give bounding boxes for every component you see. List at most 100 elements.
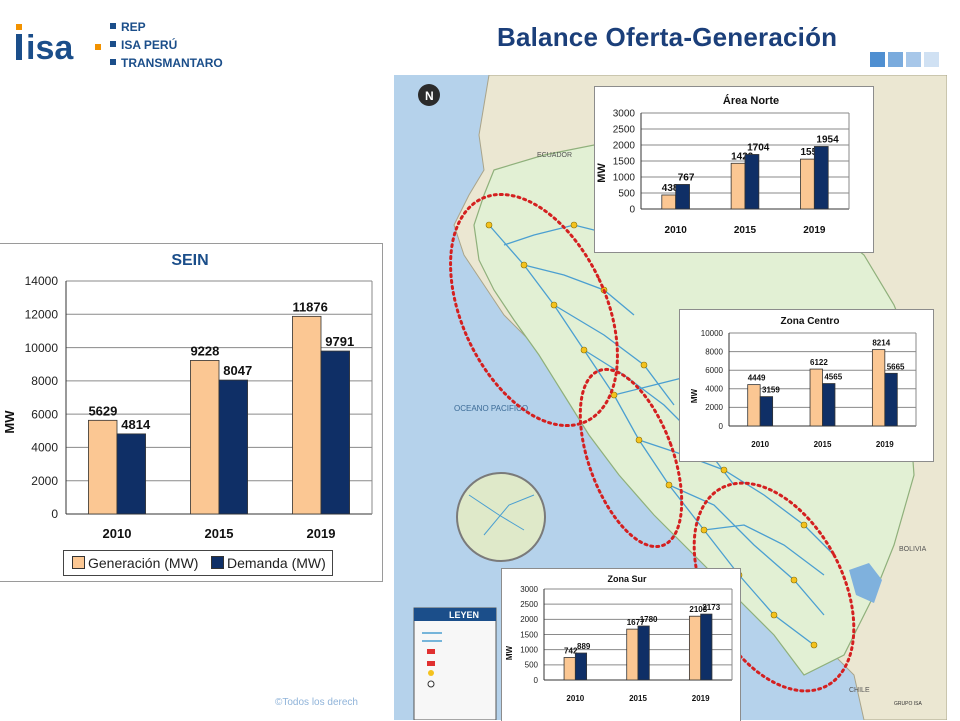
highlight-ellipses [449,192,856,693]
x-tick-label: 2010 [103,526,132,541]
y-tick-label: 10000 [701,329,724,338]
x-tick-label: 2015 [629,694,647,703]
y-tick-label: 2500 [613,125,636,136]
data-label: 767 [678,172,695,183]
data-label: 1780 [640,615,658,624]
data-label: 6122 [810,358,828,367]
y-tick-label: 4000 [31,441,58,455]
x-tick-label: 2015 [814,440,832,449]
square-decoration [906,52,921,67]
data-label: 4814 [121,417,151,432]
bar-sein-2015-s1 [218,379,248,515]
y-tick-label: 0 [51,507,58,521]
chart-area-norte: Área Norte 0 500 1000 1500 2000 2500 3000 MW 438 7… [594,86,874,253]
x-tick-label: 2010 [566,694,584,703]
square-decoration [888,52,903,67]
y-tick-label: 3000 [613,109,636,120]
map-legend-title: LEYEN [449,610,479,620]
x-tick-label: 2015 [734,225,757,236]
y-tick-label: 1000 [613,173,636,184]
bullet-square-icon [110,59,116,65]
bar-sein-2010-s0 [88,419,118,515]
data-label: 4565 [824,373,842,382]
bar-sein-2019-s0 [292,315,322,515]
y-tick-label: 2000 [520,615,538,624]
bar-sein-2015-s0 [190,360,220,515]
label-bolivia: BOLIVIA [899,546,927,553]
y-tick-label: 6000 [705,366,723,375]
y-tick-label: 2000 [31,474,58,488]
bar-zona-centro-2015-s0 [809,368,823,427]
x-tick-label: 2019 [803,225,826,236]
bar-zona-centro-2015-s1 [822,383,836,427]
lake-titicaca [849,563,882,603]
x-tick-label: 2019 [307,526,336,541]
chart-title: Área Norte [723,94,779,107]
chart-title: SEIN [171,252,208,269]
data-label: 3159 [762,386,780,395]
chart-sein-legend: Generación (MW) Demanda (MW) [63,550,333,576]
square-decoration [870,52,885,67]
data-label: 1677 [627,618,645,627]
brand-item-transmantaro: TRANSMANTARO [110,54,223,72]
isa-logo: isa [16,24,101,64]
x-tick-label: 2010 [665,225,688,236]
chart-zona-centro: Zona Centro 0 2000 4000 6000 8000 10000 MW 4449 3… [679,309,934,462]
data-label: 5629 [88,403,117,418]
lima-inset [456,472,546,562]
chart-zona-sur: Zona Sur 0 500 1000 1500 2000 2500 3000 MW 742 889… [501,568,741,721]
y-tick-label: 10000 [25,341,59,355]
y-axis-label: MW [690,388,699,403]
data-label: 8047 [223,363,252,378]
north-arrow-icon [418,84,440,106]
bullet-square-icon [110,23,116,29]
y-tick-label: 4000 [705,385,723,394]
y-tick-label: 1500 [613,157,636,168]
bar-zona-centro-2019-s1 [884,372,898,427]
y-tick-label: 8000 [705,347,723,356]
legend-swatch-demanda [211,556,224,569]
copyright-footer: ©Todos los derech [275,697,358,708]
y-tick-label: 1500 [520,630,538,639]
bar-area-norte-2019-s0 [800,158,815,210]
brand-list: REP ISA PERÚ TRANSMANTARO [110,18,223,72]
data-label: 1704 [747,142,770,153]
y-axis-label: MW [505,645,514,660]
legend-swatch-generacion [72,556,85,569]
label-chile: CHILE [849,687,870,694]
data-label: 889 [577,642,591,651]
y-tick-label: 0 [534,676,539,685]
bar-zona-sur-2015-s1 [637,625,650,681]
data-label: 8214 [872,339,890,348]
bar-zona-sur-2010-s0 [563,657,576,681]
data-label: 11876 [292,299,327,314]
bar-area-norte-2010-s1 [675,184,690,210]
chart-zona-sur-svg: Zona Sur 0 500 1000 1500 2000 2500 3000 MW 742 889… [505,574,733,703]
decorative-squares [870,52,942,72]
bar-zona-sur-2019-s1 [700,613,713,681]
y-tick-label: 3000 [520,585,538,594]
map-legend [413,607,497,720]
y-tick-label: 500 [525,661,539,670]
data-label: 9791 [325,334,354,349]
data-label: 4449 [748,374,766,383]
data-label: 1954 [816,134,839,145]
bar-zona-sur-2019-s0 [688,615,702,681]
bar-sein-2019-s1 [320,350,350,515]
svg-text:N: N [425,89,434,103]
y-tick-label: 2000 [613,141,636,152]
data-label: 2103 [689,605,707,614]
chart-sein: SEIN 0 2000 4000 6000 8000 10000 12000 14000 MW 56… [0,243,383,582]
brand-item-isa-peru: ISA PERÚ [110,36,223,54]
legend-item-demanda: Demanda (MW) [211,555,326,571]
y-axis-label: MW [596,163,608,183]
square-decoration [924,52,939,67]
y-tick-label: 0 [629,205,635,216]
y-tick-label: 12000 [25,307,59,321]
page-title: Balance Oferta-Generación [497,22,838,52]
y-tick-label: 2500 [520,600,538,609]
y-tick-label: 2000 [705,403,723,412]
bar-area-norte-2015-s1 [744,154,760,210]
x-tick-label: 2010 [751,440,769,449]
chart-title: Zona Sur [607,574,646,584]
